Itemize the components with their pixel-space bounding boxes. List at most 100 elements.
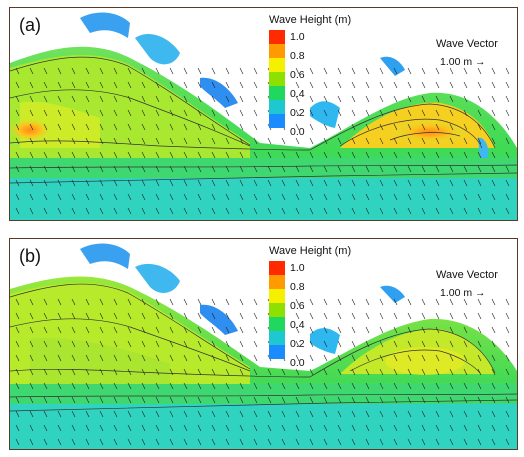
wave-vector-arrow [449,193,454,201]
wave-vector-arrow [29,410,34,418]
wave-vector-arrow [155,67,160,75]
wave-vector-arrow [211,298,216,306]
wave-vector-arrow [127,298,132,306]
wave-vector-arrow [421,109,426,117]
wave-vector-arrow [253,95,258,103]
wave-vector-arrow [365,396,370,404]
wave-vector-arrow [169,165,174,173]
wave-vector-arrow [71,109,76,117]
wave-vector-arrow [71,424,76,432]
panel-b: (b) Wave Height (m) 1.0 0.8 0.6 0.4 0.2 … [9,238,518,450]
wave-vector-arrow [113,424,118,432]
wave-vector-arrow [435,95,440,103]
wave-vector-arrow [337,382,342,390]
wave-vector-arrow [351,298,356,306]
wave-vector-arrow [15,137,20,145]
wave-vector-arrow [141,340,146,348]
wave-vector-arrow [169,424,174,432]
wave-vector-arrow [197,67,202,75]
wave-vector-arrow [351,424,356,432]
wave-vector-arrow [71,410,76,418]
wave-vector-arrow [197,340,202,348]
wave-vector-arrow [393,109,398,117]
wave-vector-arrow [43,109,48,117]
wave-vector-arrow [435,109,440,117]
wave-vector-arrow [127,424,132,432]
wave-vector-arrow [407,424,412,432]
wave-vector-arrow [253,438,258,446]
wave-vector-arrow [211,207,216,215]
wave-vector-arrow [421,298,426,306]
wave-vector-arrow [505,396,510,404]
wave-vector-arrow [323,123,328,131]
wave-vector-arrow [323,109,328,117]
wave-vector-arrow [351,109,356,117]
wave-vector-arrow [491,137,496,145]
wave-vector-arrow [211,312,216,320]
wave-vector-arrow [127,109,132,117]
wave-vector-arrow [85,137,90,145]
wave-vector-arrow [85,382,90,390]
wave-vector-arrow [505,410,510,418]
wave-vector-arrow [155,298,160,306]
wave-vector-arrow [85,438,90,446]
wave-vector-arrow [43,95,48,103]
wave-vector-arrow [295,207,300,215]
colorbar-gradient [269,261,285,359]
wave-vector-arrow [323,193,328,201]
wave-vector-arrow [253,193,258,201]
wave-vector-arrow [99,151,104,159]
wave-vector-arrow [225,326,230,334]
wave-vector-arrow [505,151,510,159]
wave-vector-arrow [407,165,412,173]
wave-vector-arrow [57,326,62,334]
wave-vector-arrow [71,438,76,446]
wave-vector-arrow [43,137,48,145]
wave-vector-arrow [309,410,314,418]
wave-vector-arrow [267,424,272,432]
wave-vector-arrow [239,137,244,145]
wave-vector-arrow [365,354,370,362]
wave-vector-arrow [43,151,48,159]
wave-vector-arrow [183,179,188,187]
wave-vector-arrow [393,95,398,103]
wave-vector-arrow [57,123,62,131]
wave-height-map-b [10,239,517,449]
wave-vector-arrow [197,165,202,173]
wave-vector-arrow [155,165,160,173]
wave-vector-arrow [43,179,48,187]
wave-vector-arrow [43,326,48,334]
wave-vector-arrow [155,382,160,390]
wave-vector-arrow [295,340,300,348]
wave-vector-arrow [239,410,244,418]
colorbar-title: Wave Height (m) [269,245,352,257]
wave-vector-arrow [351,340,356,348]
wave-vector-arrow [379,179,384,187]
vector-legend-scale: 1.00 m → [440,56,486,68]
wave-vector-arrow [351,410,356,418]
wave-vector-arrow [491,354,496,362]
wave-vector-arrow [239,67,244,75]
wave-vector-arrow [337,207,342,215]
wave-vector-arrow [71,193,76,201]
wave-vector-arrow [463,165,468,173]
wave-vector-arrow [295,424,300,432]
wave-vector-arrow [309,81,314,89]
wave-vector-arrow [127,67,132,75]
wave-vector-arrow [197,298,202,306]
wave-vector-arrow [337,424,342,432]
wave-vector-arrow [141,137,146,145]
wave-vector-arrow [463,207,468,215]
wave-vector-arrow [141,95,146,103]
wave-vector-arrow [57,424,62,432]
wave-vector-arrow [183,207,188,215]
wave-vector-arrow [155,424,160,432]
wave-vector-arrow [407,67,412,75]
wave-vector-arrow [183,368,188,376]
wave-vector-arrow [309,137,314,145]
wave-vector-arrow [253,368,258,376]
wave-vector-arrow [435,67,440,75]
wave-vector-arrow [43,312,48,320]
wave-vector-arrow [449,396,454,404]
wave-vector-arrow [113,95,118,103]
